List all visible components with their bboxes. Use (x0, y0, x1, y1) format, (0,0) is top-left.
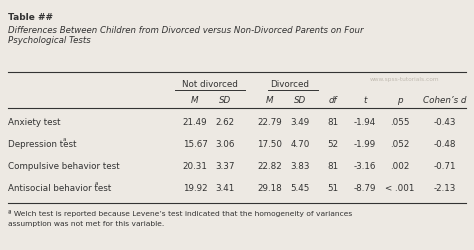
Text: -0.48: -0.48 (434, 140, 456, 149)
Text: Not divorced: Not divorced (182, 80, 238, 89)
Text: 3.37: 3.37 (215, 162, 235, 171)
Text: Antisocial behavior test: Antisocial behavior test (8, 184, 111, 193)
Text: 81: 81 (328, 162, 338, 171)
Text: 3.41: 3.41 (215, 184, 235, 193)
Text: 21.49: 21.49 (182, 118, 207, 127)
Text: 20.31: 20.31 (182, 162, 208, 171)
Text: Differences Between Children from Divorced versus Non-Divorced Parents on Four
P: Differences Between Children from Divorc… (8, 26, 364, 46)
Text: 22.79: 22.79 (258, 118, 283, 127)
Text: 22.82: 22.82 (258, 162, 283, 171)
Text: df: df (328, 96, 337, 105)
Text: -1.99: -1.99 (354, 140, 376, 149)
Text: Cohen’s d: Cohen’s d (423, 96, 467, 105)
Text: SD: SD (219, 96, 231, 105)
Text: 3.49: 3.49 (291, 118, 310, 127)
Text: 17.50: 17.50 (257, 140, 283, 149)
Text: t: t (363, 96, 367, 105)
Text: 29.18: 29.18 (258, 184, 283, 193)
Text: .002: .002 (390, 162, 410, 171)
Text: .052: .052 (390, 140, 410, 149)
Text: 4.70: 4.70 (290, 140, 310, 149)
Text: M: M (191, 96, 199, 105)
Text: assumption was not met for this variable.: assumption was not met for this variable… (8, 221, 164, 227)
Text: 19.92: 19.92 (182, 184, 207, 193)
Text: www.spss-tutorials.com: www.spss-tutorials.com (370, 77, 439, 82)
Text: -3.16: -3.16 (354, 162, 376, 171)
Text: Anxiety test: Anxiety test (8, 118, 61, 127)
Text: a: a (95, 181, 99, 186)
Text: -1.94: -1.94 (354, 118, 376, 127)
Text: < .001: < .001 (385, 184, 415, 193)
Text: 2.62: 2.62 (216, 118, 235, 127)
Text: Table ##: Table ## (8, 13, 53, 22)
Text: 3.06: 3.06 (215, 140, 235, 149)
Text: -0.43: -0.43 (434, 118, 456, 127)
Text: a: a (62, 137, 66, 142)
Text: 51: 51 (328, 184, 338, 193)
Text: -0.71: -0.71 (434, 162, 456, 171)
Text: 81: 81 (328, 118, 338, 127)
Text: 15.67: 15.67 (182, 140, 208, 149)
Text: 5.45: 5.45 (290, 184, 310, 193)
Text: p: p (397, 96, 403, 105)
Text: 52: 52 (328, 140, 338, 149)
Text: Depression test: Depression test (8, 140, 76, 149)
Text: SD: SD (294, 96, 306, 105)
Text: M: M (266, 96, 274, 105)
Text: ª Welch test is reported because Levene’s test indicated that the homogeneity of: ª Welch test is reported because Levene’… (8, 210, 352, 217)
Text: Compulsive behavior test: Compulsive behavior test (8, 162, 119, 171)
Text: Divorced: Divorced (271, 80, 310, 89)
Text: -2.13: -2.13 (434, 184, 456, 193)
Text: -8.79: -8.79 (354, 184, 376, 193)
Text: 3.83: 3.83 (290, 162, 310, 171)
Text: .055: .055 (390, 118, 410, 127)
